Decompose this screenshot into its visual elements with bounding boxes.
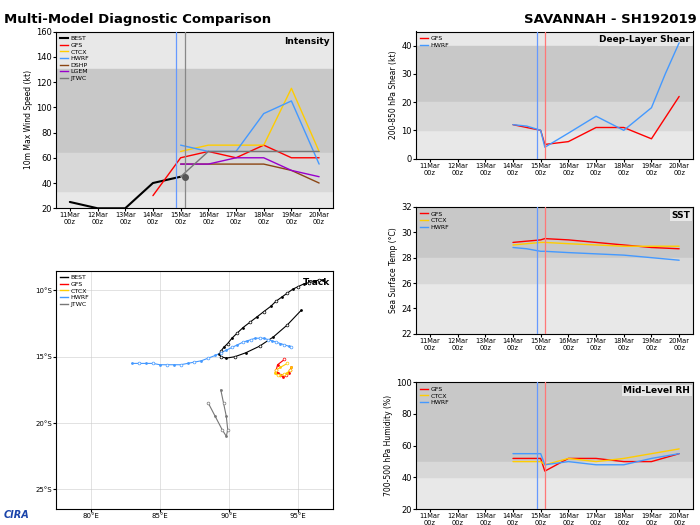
Text: Mid-Level RH: Mid-Level RH [624,386,690,395]
Text: Intensity: Intensity [285,37,330,46]
Legend: GFS, CTCX, HWRF: GFS, CTCX, HWRF [419,385,450,406]
Text: CIRA: CIRA [4,510,29,520]
Legend: GFS, CTCX, HWRF: GFS, CTCX, HWRF [419,210,450,231]
Bar [416,46,693,102]
Y-axis label: 10m Max Wind Speed (kt): 10m Max Wind Speed (kt) [25,70,33,170]
Legend: BEST, GFS, CTCX, HWRF, JTWC: BEST, GFS, CTCX, HWRF, JTWC [59,274,90,308]
Text: SAVANNAH - SH192019: SAVANNAH - SH192019 [524,13,696,26]
Legend: GFS, HWRF: GFS, HWRF [419,35,450,49]
Bar [416,382,693,461]
Text: Multi-Model Diagnostic Comparison: Multi-Model Diagnostic Comparison [4,13,271,26]
Legend: BEST, GFS, CTCX, HWRF, DSHP, LGEM, JTWC: BEST, GFS, CTCX, HWRF, DSHP, LGEM, JTWC [59,35,90,82]
Bar [416,207,693,258]
Text: Track: Track [303,278,330,287]
Y-axis label: Sea Surface Temp (°C): Sea Surface Temp (°C) [389,227,398,313]
Bar [56,69,333,153]
Y-axis label: 700-500 hPa Humidity (%): 700-500 hPa Humidity (%) [384,395,393,496]
Bar [56,153,333,191]
Y-axis label: 200-850 hPa Shear (kt): 200-850 hPa Shear (kt) [389,51,398,139]
Bar [416,102,693,130]
Bar [416,461,693,477]
Bar [416,258,693,283]
Text: Deep-Layer Shear: Deep-Layer Shear [599,35,690,44]
Text: SST: SST [671,211,690,219]
